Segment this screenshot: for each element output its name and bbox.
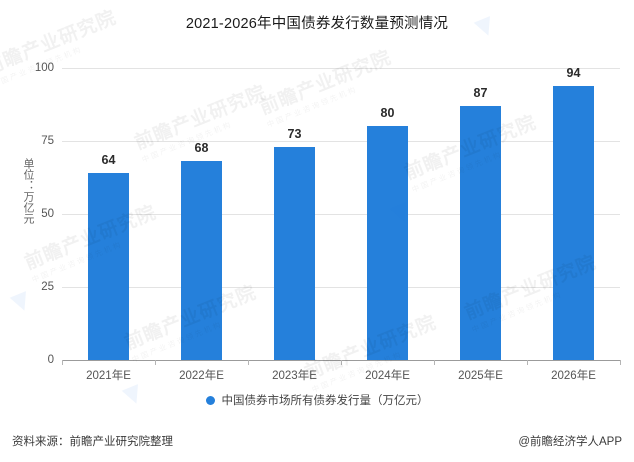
x-axis-tick <box>155 360 156 365</box>
bar-slot: 64 <box>62 68 155 360</box>
x-axis-tick <box>62 360 63 365</box>
bar[interactable] <box>460 105 501 360</box>
bar-value-label: 80 <box>380 106 395 121</box>
gridline <box>62 68 620 69</box>
bar-value-label: 94 <box>566 65 581 80</box>
plot-area: 0 25 50 75 100 64 68 73 80 87 94 <box>35 62 620 366</box>
chart-legend[interactable]: 中国债券市场所有债券发行量（万亿元） <box>0 392 634 408</box>
gridline <box>62 287 620 288</box>
x-axis-tick-label: 2025年E <box>458 370 503 382</box>
x-axis-tick-label: 2021年E <box>86 370 131 382</box>
chart-footer: 资料来源：前瞻产业研究院整理 @前瞻经济学人APP <box>0 433 634 449</box>
bar-series: 64 68 73 80 87 94 <box>62 65 620 360</box>
y-axis-tick-label: 0 <box>47 354 54 366</box>
chart-title: 2021-2026年中国债券发行数量预测情况 <box>185 16 449 32</box>
x-axis-tick-label: 2026年E <box>551 370 596 382</box>
bar-slot: 94 <box>527 65 620 360</box>
bar-slot: 68 <box>155 68 248 360</box>
bar-value-label: 64 <box>101 153 116 168</box>
y-axis-tick-label: 50 <box>41 208 54 220</box>
bar-slot: 80 <box>341 68 434 360</box>
x-axis-tick <box>248 360 249 365</box>
gridline <box>62 141 620 142</box>
legend-item-label: 中国债券市场所有债券发行量（万亿元） <box>221 395 429 407</box>
bar[interactable] <box>367 126 408 360</box>
source-text: 资料来源：前瞻产业研究院整理 <box>12 436 173 448</box>
gridline <box>62 214 620 215</box>
legend-marker-icon <box>205 395 215 405</box>
x-axis-labels: 2021年E 2022年E 2023年E 2024年E 2025年E 2026年E <box>62 367 620 383</box>
x-axis-tick-label: 2022年E <box>179 370 224 382</box>
y-axis-tick-label: 75 <box>41 135 54 147</box>
x-axis-ticks <box>62 360 621 365</box>
brand-text: @前瞻经济学人APP <box>518 436 622 448</box>
x-axis-tick <box>434 360 435 365</box>
x-axis-tick <box>620 360 621 365</box>
x-axis-tick-label: 2024年E <box>365 370 410 382</box>
bar-value-label: 73 <box>287 126 302 141</box>
bar-slot: 87 <box>434 68 527 360</box>
x-axis-tick <box>341 360 342 365</box>
y-axis-title: 单位：万亿元 <box>22 158 34 224</box>
bar-slot: 73 <box>248 68 341 360</box>
bar-value-label: 68 <box>194 141 209 156</box>
y-axis-tick-label: 25 <box>41 281 54 293</box>
x-axis-tick <box>527 360 528 365</box>
bar-value-label: 87 <box>473 85 488 100</box>
bar[interactable] <box>88 173 129 360</box>
bar[interactable] <box>553 85 594 360</box>
x-axis-tick-label: 2023年E <box>272 370 317 382</box>
bar[interactable] <box>274 146 315 360</box>
bar[interactable] <box>181 161 222 360</box>
y-axis-tick-label: 100 <box>34 62 54 74</box>
